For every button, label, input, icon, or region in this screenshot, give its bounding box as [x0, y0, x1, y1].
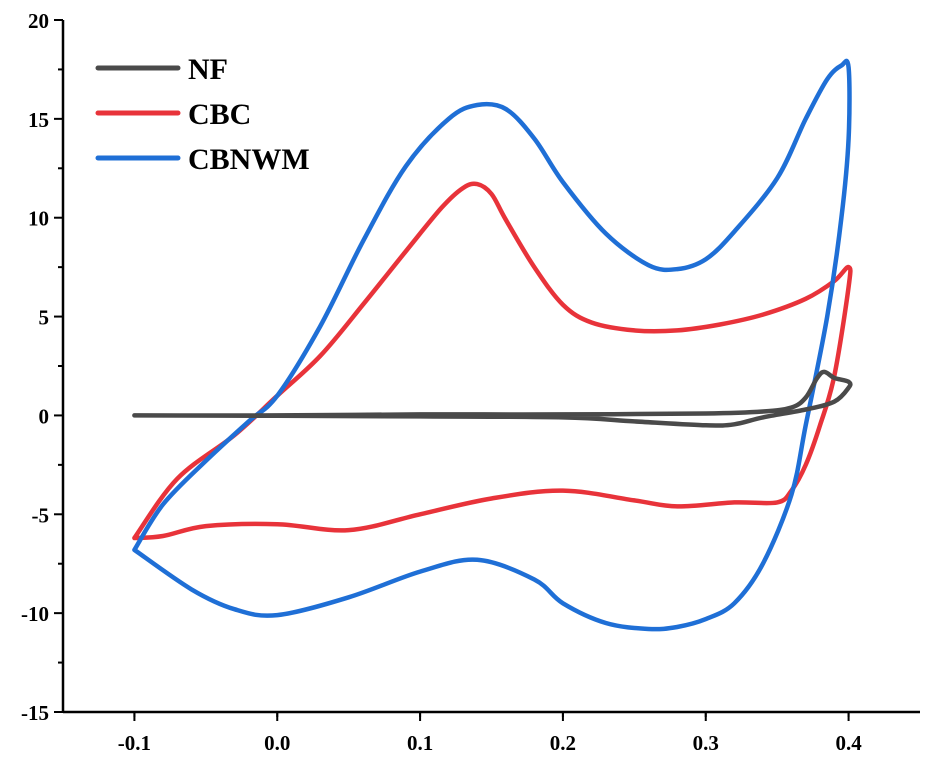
x-tick-label: 0.4 [835, 731, 862, 755]
series-layer [132, 58, 853, 632]
x-tick-label: 0.3 [693, 731, 719, 755]
legend-label-nf: NF [188, 53, 228, 86]
y-tick-label: 5 [39, 306, 50, 330]
y-tick-label: 10 [28, 207, 49, 231]
y-tick-label: -5 [32, 503, 50, 527]
x-tick-label: 0.2 [550, 731, 576, 755]
legend-label-cbnwm: CBNWM [188, 143, 310, 176]
y-tick-label: 20 [28, 9, 49, 33]
x-tick-label: 0.1 [407, 731, 433, 755]
x-tick-label: -0.1 [118, 731, 151, 755]
y-tick-label: 15 [28, 108, 49, 132]
x-tick-label: 0.0 [264, 731, 290, 755]
y-tick-label: -10 [21, 602, 49, 626]
tick-layer: -0.1 0.0 0.1 0.2 0.3 0.4 -15 -10 -5 0 5 10 15 20 [21, 9, 862, 755]
series-line-cbc [132, 181, 853, 541]
y-tick-label: 0 [39, 404, 50, 428]
series-line-nf [132, 369, 853, 428]
legend-label-cbc: CBC [188, 98, 251, 131]
legend: NF CBC CBNWM [95, 53, 310, 176]
y-tick-label: -15 [21, 701, 49, 725]
series-line-cbnwm [132, 58, 852, 632]
